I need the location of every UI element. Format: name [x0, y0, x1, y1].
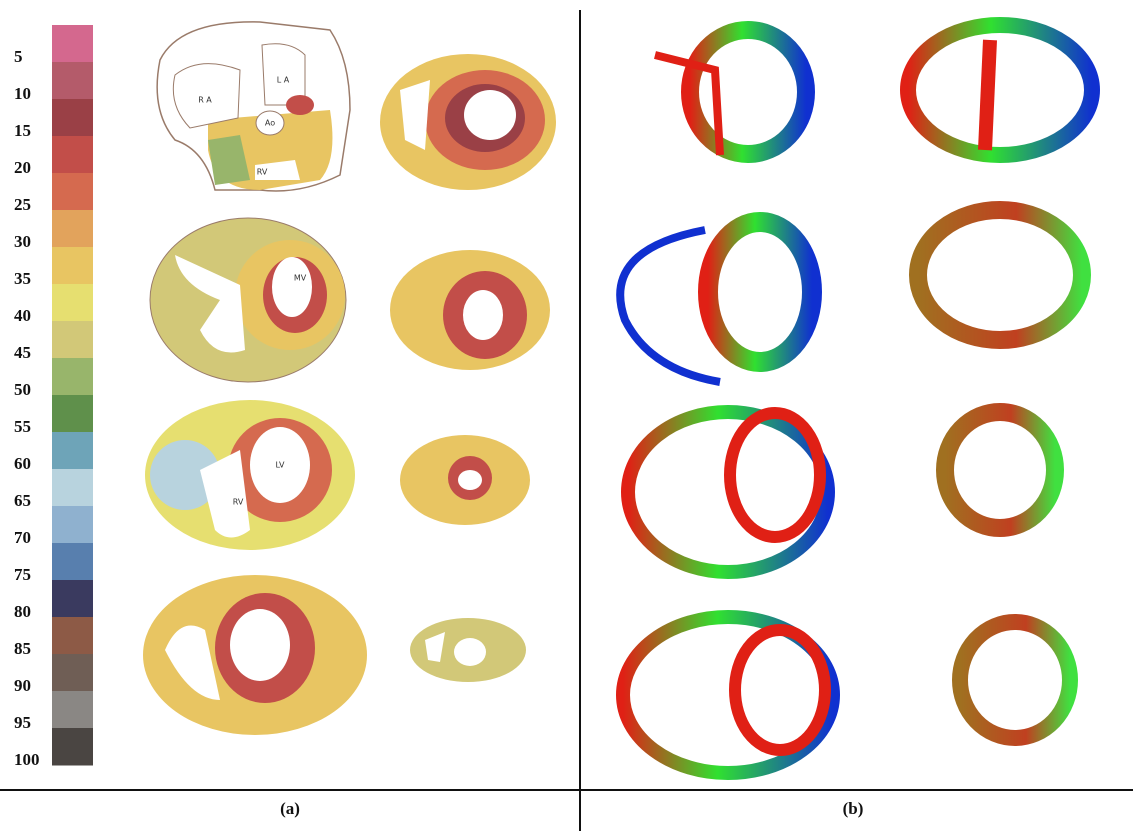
- scale-label: 15: [14, 121, 31, 140]
- scale-label: 55: [14, 417, 31, 436]
- scale-label: 90: [14, 676, 31, 695]
- color-swatch: [52, 358, 93, 396]
- slice-label: Ao: [265, 119, 275, 128]
- scale-label: 65: [14, 491, 31, 510]
- color-swatch: [52, 691, 93, 729]
- color-scale: 5 10 15 20 25 30 35 40 45 50 55 60 65 70 75 80 85 90 95 100: [14, 25, 93, 769]
- scale-label: 75: [14, 565, 31, 584]
- slice-label: LV: [275, 461, 285, 470]
- figure: 5 10 15 20 25 30 35 40 45 50 55 60 65 70 75 80 85 90 95 100: [0, 0, 1133, 831]
- color-swatch: [52, 395, 93, 433]
- scale-label: 45: [14, 343, 31, 362]
- scale-label: 85: [14, 639, 31, 658]
- scale-label: 25: [14, 195, 31, 214]
- scale-label: 10: [14, 84, 31, 103]
- slice-label: R A: [198, 96, 212, 105]
- scale-label: 35: [14, 269, 31, 288]
- color-swatch: [52, 728, 93, 766]
- scale-label: 80: [14, 602, 31, 621]
- color-swatch: [52, 25, 93, 63]
- color-swatch: [52, 654, 93, 692]
- caption: (a): [280, 799, 300, 818]
- panel-b-slices: [620, 25, 1092, 773]
- color-swatch: [52, 543, 93, 581]
- color-swatch: [52, 580, 93, 618]
- scale-label: 30: [14, 232, 31, 251]
- color-swatch: [52, 617, 93, 655]
- scale-label: 100: [14, 750, 40, 769]
- color-swatch: [52, 136, 93, 174]
- color-swatch: [52, 284, 93, 322]
- color-swatch: [52, 432, 93, 470]
- caption: (b): [843, 799, 864, 818]
- color-swatch: [52, 469, 93, 507]
- slice-label: RV: [233, 498, 244, 507]
- color-swatch: [52, 321, 93, 359]
- slice-label: MV: [294, 274, 307, 283]
- scale-label: 20: [14, 158, 31, 177]
- panel-a-slices: [143, 22, 556, 735]
- scale-label: 60: [14, 454, 31, 473]
- color-swatch: [52, 506, 93, 544]
- scale-label: 70: [14, 528, 31, 547]
- color-swatch: [52, 210, 93, 248]
- scale-label: 40: [14, 306, 31, 325]
- color-swatch: [52, 62, 93, 100]
- slice-label: L A: [277, 76, 290, 85]
- scale-label: 5: [14, 47, 23, 66]
- slice-label: RV: [257, 168, 268, 177]
- color-swatch: [52, 99, 93, 137]
- scale-label: 50: [14, 380, 31, 399]
- color-swatch: [52, 173, 93, 211]
- color-swatch: [52, 247, 93, 285]
- scale-label: 95: [14, 713, 31, 732]
